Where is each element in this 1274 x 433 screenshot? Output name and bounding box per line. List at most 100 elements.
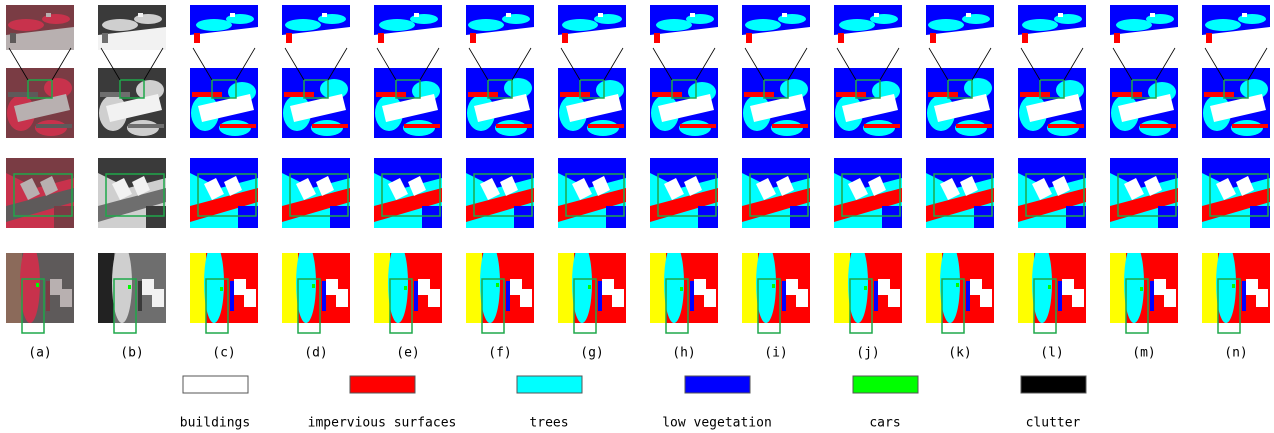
region	[514, 206, 534, 228]
region	[1204, 92, 1234, 97]
tile	[834, 243, 902, 323]
region	[496, 283, 499, 287]
region	[422, 206, 442, 228]
region	[888, 289, 900, 307]
region	[1242, 281, 1246, 311]
tile	[926, 243, 994, 323]
tile	[650, 68, 718, 138]
tile	[742, 5, 810, 50]
region	[1202, 253, 1218, 323]
region	[468, 19, 504, 31]
tile	[926, 68, 994, 138]
tile	[1110, 5, 1178, 50]
tile	[190, 68, 258, 138]
tile	[190, 243, 258, 323]
region	[468, 92, 498, 97]
region	[192, 92, 222, 97]
tile	[558, 68, 626, 138]
region	[874, 13, 879, 17]
region	[745, 19, 781, 31]
region	[285, 19, 321, 31]
region	[8, 92, 38, 97]
region	[1112, 92, 1142, 97]
tile	[558, 5, 626, 50]
region	[220, 287, 223, 291]
region	[839, 19, 875, 31]
region	[6, 253, 22, 323]
tile	[558, 243, 626, 323]
tile	[926, 5, 994, 50]
region	[598, 281, 602, 311]
region	[742, 253, 758, 323]
tile	[282, 243, 350, 323]
tile	[1018, 68, 1086, 138]
region	[664, 243, 684, 323]
region	[588, 285, 591, 289]
region	[46, 281, 50, 311]
tile	[834, 5, 902, 50]
region	[230, 13, 235, 17]
region	[956, 283, 959, 287]
column-label: (l)	[1040, 346, 1063, 361]
region	[690, 13, 695, 17]
tile	[1018, 158, 1086, 228]
region	[1140, 124, 1176, 128]
region	[560, 92, 590, 97]
region	[756, 243, 776, 323]
region	[964, 78, 992, 98]
region	[1158, 206, 1178, 228]
tile	[374, 5, 442, 50]
region	[704, 289, 716, 307]
region	[60, 289, 72, 307]
region	[680, 124, 716, 128]
column-label: (m)	[1132, 346, 1155, 361]
region	[836, 92, 866, 97]
region	[470, 33, 476, 43]
tile	[374, 158, 442, 228]
region	[874, 281, 878, 311]
region	[388, 243, 408, 323]
tile	[374, 68, 442, 138]
region	[466, 253, 482, 323]
region	[864, 124, 900, 128]
column-label: (n)	[1224, 346, 1247, 361]
legend-swatch	[1021, 376, 1086, 393]
region	[588, 124, 624, 128]
region	[790, 206, 810, 228]
tile	[466, 243, 534, 323]
region	[102, 19, 138, 31]
region	[1140, 287, 1143, 291]
region	[8, 19, 44, 31]
tile	[650, 243, 718, 323]
tile	[1202, 243, 1270, 323]
region	[194, 33, 200, 43]
region	[1150, 281, 1154, 311]
region	[428, 289, 440, 307]
region	[128, 124, 164, 128]
tile	[1018, 243, 1086, 323]
column-label: (h)	[672, 346, 695, 361]
tile	[650, 5, 718, 50]
tile	[190, 5, 258, 50]
tile	[1018, 5, 1086, 50]
region	[1164, 289, 1176, 307]
column-label: (j)	[856, 346, 879, 361]
region	[196, 19, 232, 31]
region	[102, 33, 108, 43]
region	[220, 124, 256, 128]
tile	[1110, 68, 1178, 138]
legend-label: low vegetation	[662, 416, 772, 431]
region	[1242, 13, 1247, 17]
tile	[6, 5, 74, 50]
region	[1020, 92, 1050, 97]
tile	[6, 158, 74, 228]
region	[1232, 284, 1235, 288]
region	[926, 253, 942, 323]
figure: (a)(b)(c)(d)(e)(f)(g)(h)(i)(j)(k)(l)(m)(…	[0, 0, 1274, 433]
region	[378, 33, 384, 43]
region	[190, 253, 206, 323]
legend-label: clutter	[1026, 416, 1081, 431]
region	[296, 243, 316, 323]
tile	[834, 68, 902, 138]
region	[230, 281, 234, 311]
